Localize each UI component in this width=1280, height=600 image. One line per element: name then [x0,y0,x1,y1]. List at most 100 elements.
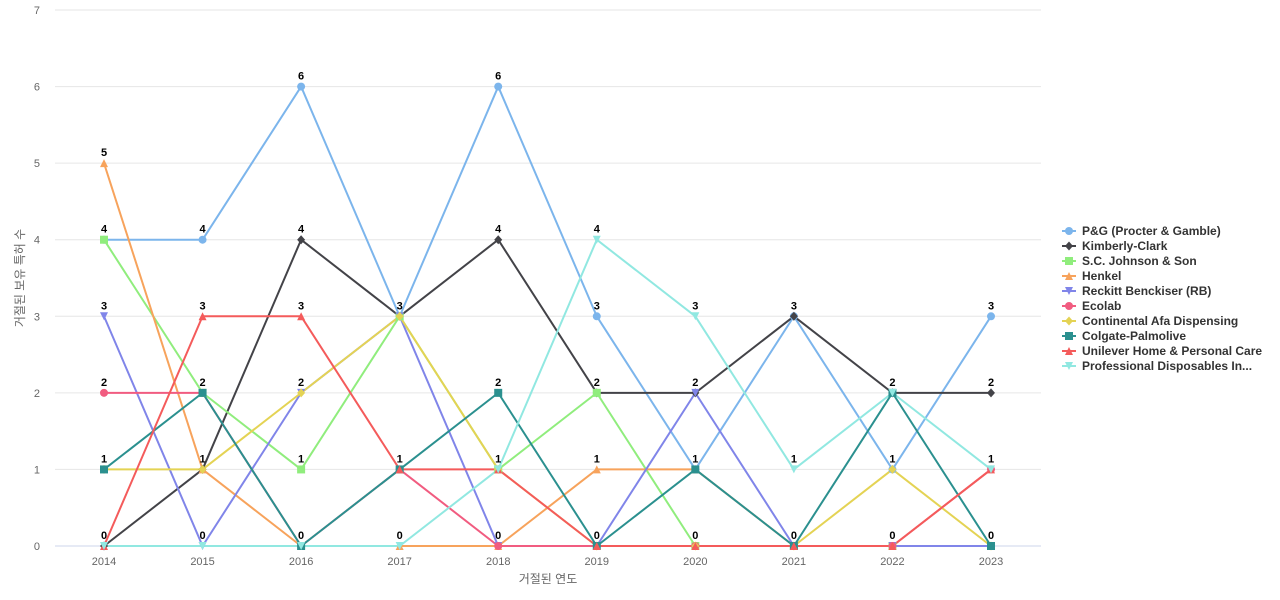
data-label: 3 [298,300,304,312]
series-point[interactable] [198,235,207,244]
series-point[interactable] [297,312,306,321]
series-point[interactable] [100,159,108,168]
series-point[interactable] [592,542,601,550]
data-label: 1 [988,453,994,465]
legend-label: Ecolab [1082,299,1121,313]
data-label: 4 [101,224,108,236]
data-label: 0 [594,530,600,542]
series-point[interactable] [592,388,601,397]
series-point[interactable] [297,235,306,245]
data-label: 0 [101,530,107,542]
series-line[interactable] [103,391,992,547]
series-point[interactable] [395,311,404,321]
data-label: 2 [988,377,994,389]
data-label: 1 [101,453,107,465]
legend-item[interactable]: Reckitt Benckiser (RB) [1062,284,1211,298]
series-point[interactable] [198,542,207,550]
series-point[interactable] [297,388,306,398]
series-point[interactable] [100,312,108,321]
series-point[interactable] [592,235,601,244]
series-point[interactable] [297,82,306,91]
series-line[interactable] [104,238,992,547]
series-point[interactable] [297,465,306,474]
series-point[interactable] [888,388,897,397]
legend-label: Colgate-Palmolive [1082,329,1186,343]
legend-item[interactable]: P&G (Procter & Gamble) [1062,224,1221,238]
series-point[interactable] [100,542,108,550]
series-point[interactable] [100,388,108,397]
legend-item[interactable]: Professional Disposables In... [1062,359,1252,373]
data-label: 2 [298,377,304,389]
series-point[interactable] [789,311,798,321]
legend-item[interactable]: Continental Afa Dispensing [1062,314,1238,328]
data-label: 4 [298,224,305,236]
data-label: 2 [692,377,698,389]
legend-item[interactable]: Kimberly-Clark [1062,239,1168,253]
legend-marker [1065,257,1073,265]
series-point[interactable] [494,235,503,245]
y-tick-label: 1 [34,464,40,476]
legend-item[interactable]: Unilever Home & Personal Care [1062,344,1262,358]
legend-marker [1065,241,1073,251]
series-point[interactable] [198,388,207,397]
data-label: 4 [495,224,502,236]
series-point[interactable] [198,464,207,474]
legend-marker [1065,332,1073,340]
legend-marker [1065,287,1073,295]
data-label: 1 [298,453,304,465]
series-point[interactable] [987,312,995,321]
x-tick-label: 2014 [92,556,116,568]
x-tick-label: 2019 [585,556,609,568]
series-point[interactable] [494,82,503,91]
series-point[interactable] [691,465,700,474]
series-point[interactable] [297,542,306,550]
series-point[interactable] [395,465,404,474]
y-tick-label: 5 [34,158,40,170]
series-line[interactable] [103,315,992,547]
series-point[interactable] [494,388,503,397]
series-point[interactable] [888,542,897,550]
data-label: 4 [594,224,601,236]
series-point[interactable] [100,465,108,474]
series-point[interactable] [691,312,700,321]
legend-marker [1065,272,1073,280]
series-point[interactable] [987,542,995,550]
y-tick-label: 0 [34,541,40,553]
series-point[interactable] [987,465,995,474]
data-label: 3 [101,300,107,312]
data-label: 1 [397,453,403,465]
series-point[interactable] [494,542,503,550]
series-line[interactable] [103,238,991,547]
legend-label: Unilever Home & Personal Care [1082,344,1262,358]
series-point[interactable] [592,465,601,474]
series-line[interactable] [104,85,992,471]
legend-marker [1065,347,1073,355]
series-point[interactable] [198,312,207,321]
series-point[interactable] [987,388,995,398]
legend-item[interactable]: Ecolab [1062,299,1121,313]
legend-item[interactable]: Colgate-Palmolive [1062,329,1186,343]
data-label: 3 [988,300,994,312]
series-point[interactable] [789,465,798,474]
data-label: 5 [101,147,107,159]
data-label: 6 [495,71,501,83]
series-point[interactable] [888,464,897,474]
series-point[interactable] [100,235,108,244]
series-point[interactable] [494,465,503,474]
series-point[interactable] [395,542,404,550]
legend-item[interactable]: Henkel [1062,269,1121,283]
series-point[interactable] [789,542,798,550]
data-label: 3 [692,300,698,312]
series-point[interactable] [592,312,601,321]
legend-label: Reckitt Benckiser (RB) [1082,284,1211,298]
series-point[interactable] [691,388,700,397]
x-tick-label: 2016 [289,556,313,568]
y-axis-title: 거절된 보유 특허 수 [13,229,27,327]
series-point[interactable] [691,542,700,550]
legend-item[interactable]: S.C. Johnson & Son [1062,254,1197,268]
x-tick-label: 2022 [880,556,904,568]
legend[interactable]: P&G (Procter & Gamble)Kimberly-ClarkS.C.… [1062,224,1262,373]
